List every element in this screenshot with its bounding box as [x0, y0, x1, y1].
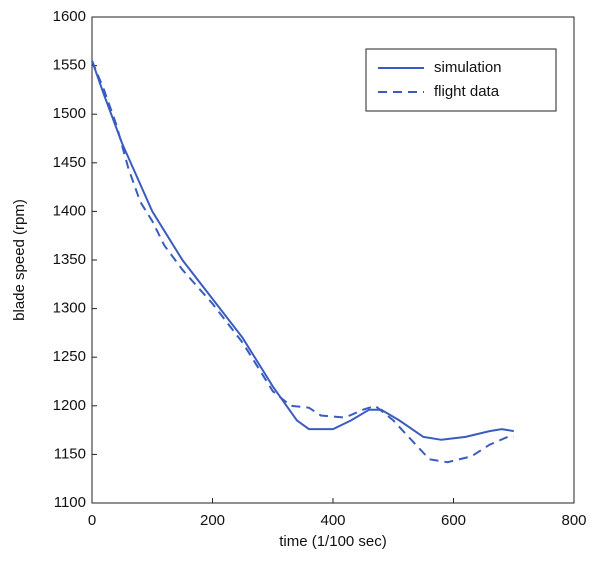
series-line [91, 60, 514, 441]
legend-label: flight data [434, 83, 500, 100]
y-tick-label: 1100 [54, 494, 86, 511]
y-tick-label: 1150 [54, 445, 86, 462]
legend-box [365, 48, 557, 112]
x-tick-label: 0 [88, 512, 96, 529]
y-tick-label: 1300 [53, 300, 86, 317]
y-tick-label: 1500 [53, 105, 86, 122]
x-tick-label: 800 [561, 512, 586, 529]
legend-label: simulation [434, 59, 502, 76]
x-axis-label: time (1/100 sec) [279, 533, 387, 550]
y-axis-label: blade speed (rpm) [11, 199, 28, 321]
y-tick-label: 1450 [53, 154, 86, 171]
y-tick-label: 1350 [53, 251, 86, 268]
series-line [91, 60, 514, 464]
y-tick-label: 1550 [53, 57, 86, 74]
x-tick-label: 600 [441, 512, 466, 529]
x-tick-label: 200 [200, 512, 225, 529]
x-tick-label: 400 [320, 512, 345, 529]
y-tick-label: 1600 [53, 8, 86, 25]
y-tick-label: 1200 [53, 397, 86, 414]
y-tick-label: 1250 [53, 348, 86, 365]
y-tick-label: 1400 [53, 202, 86, 219]
